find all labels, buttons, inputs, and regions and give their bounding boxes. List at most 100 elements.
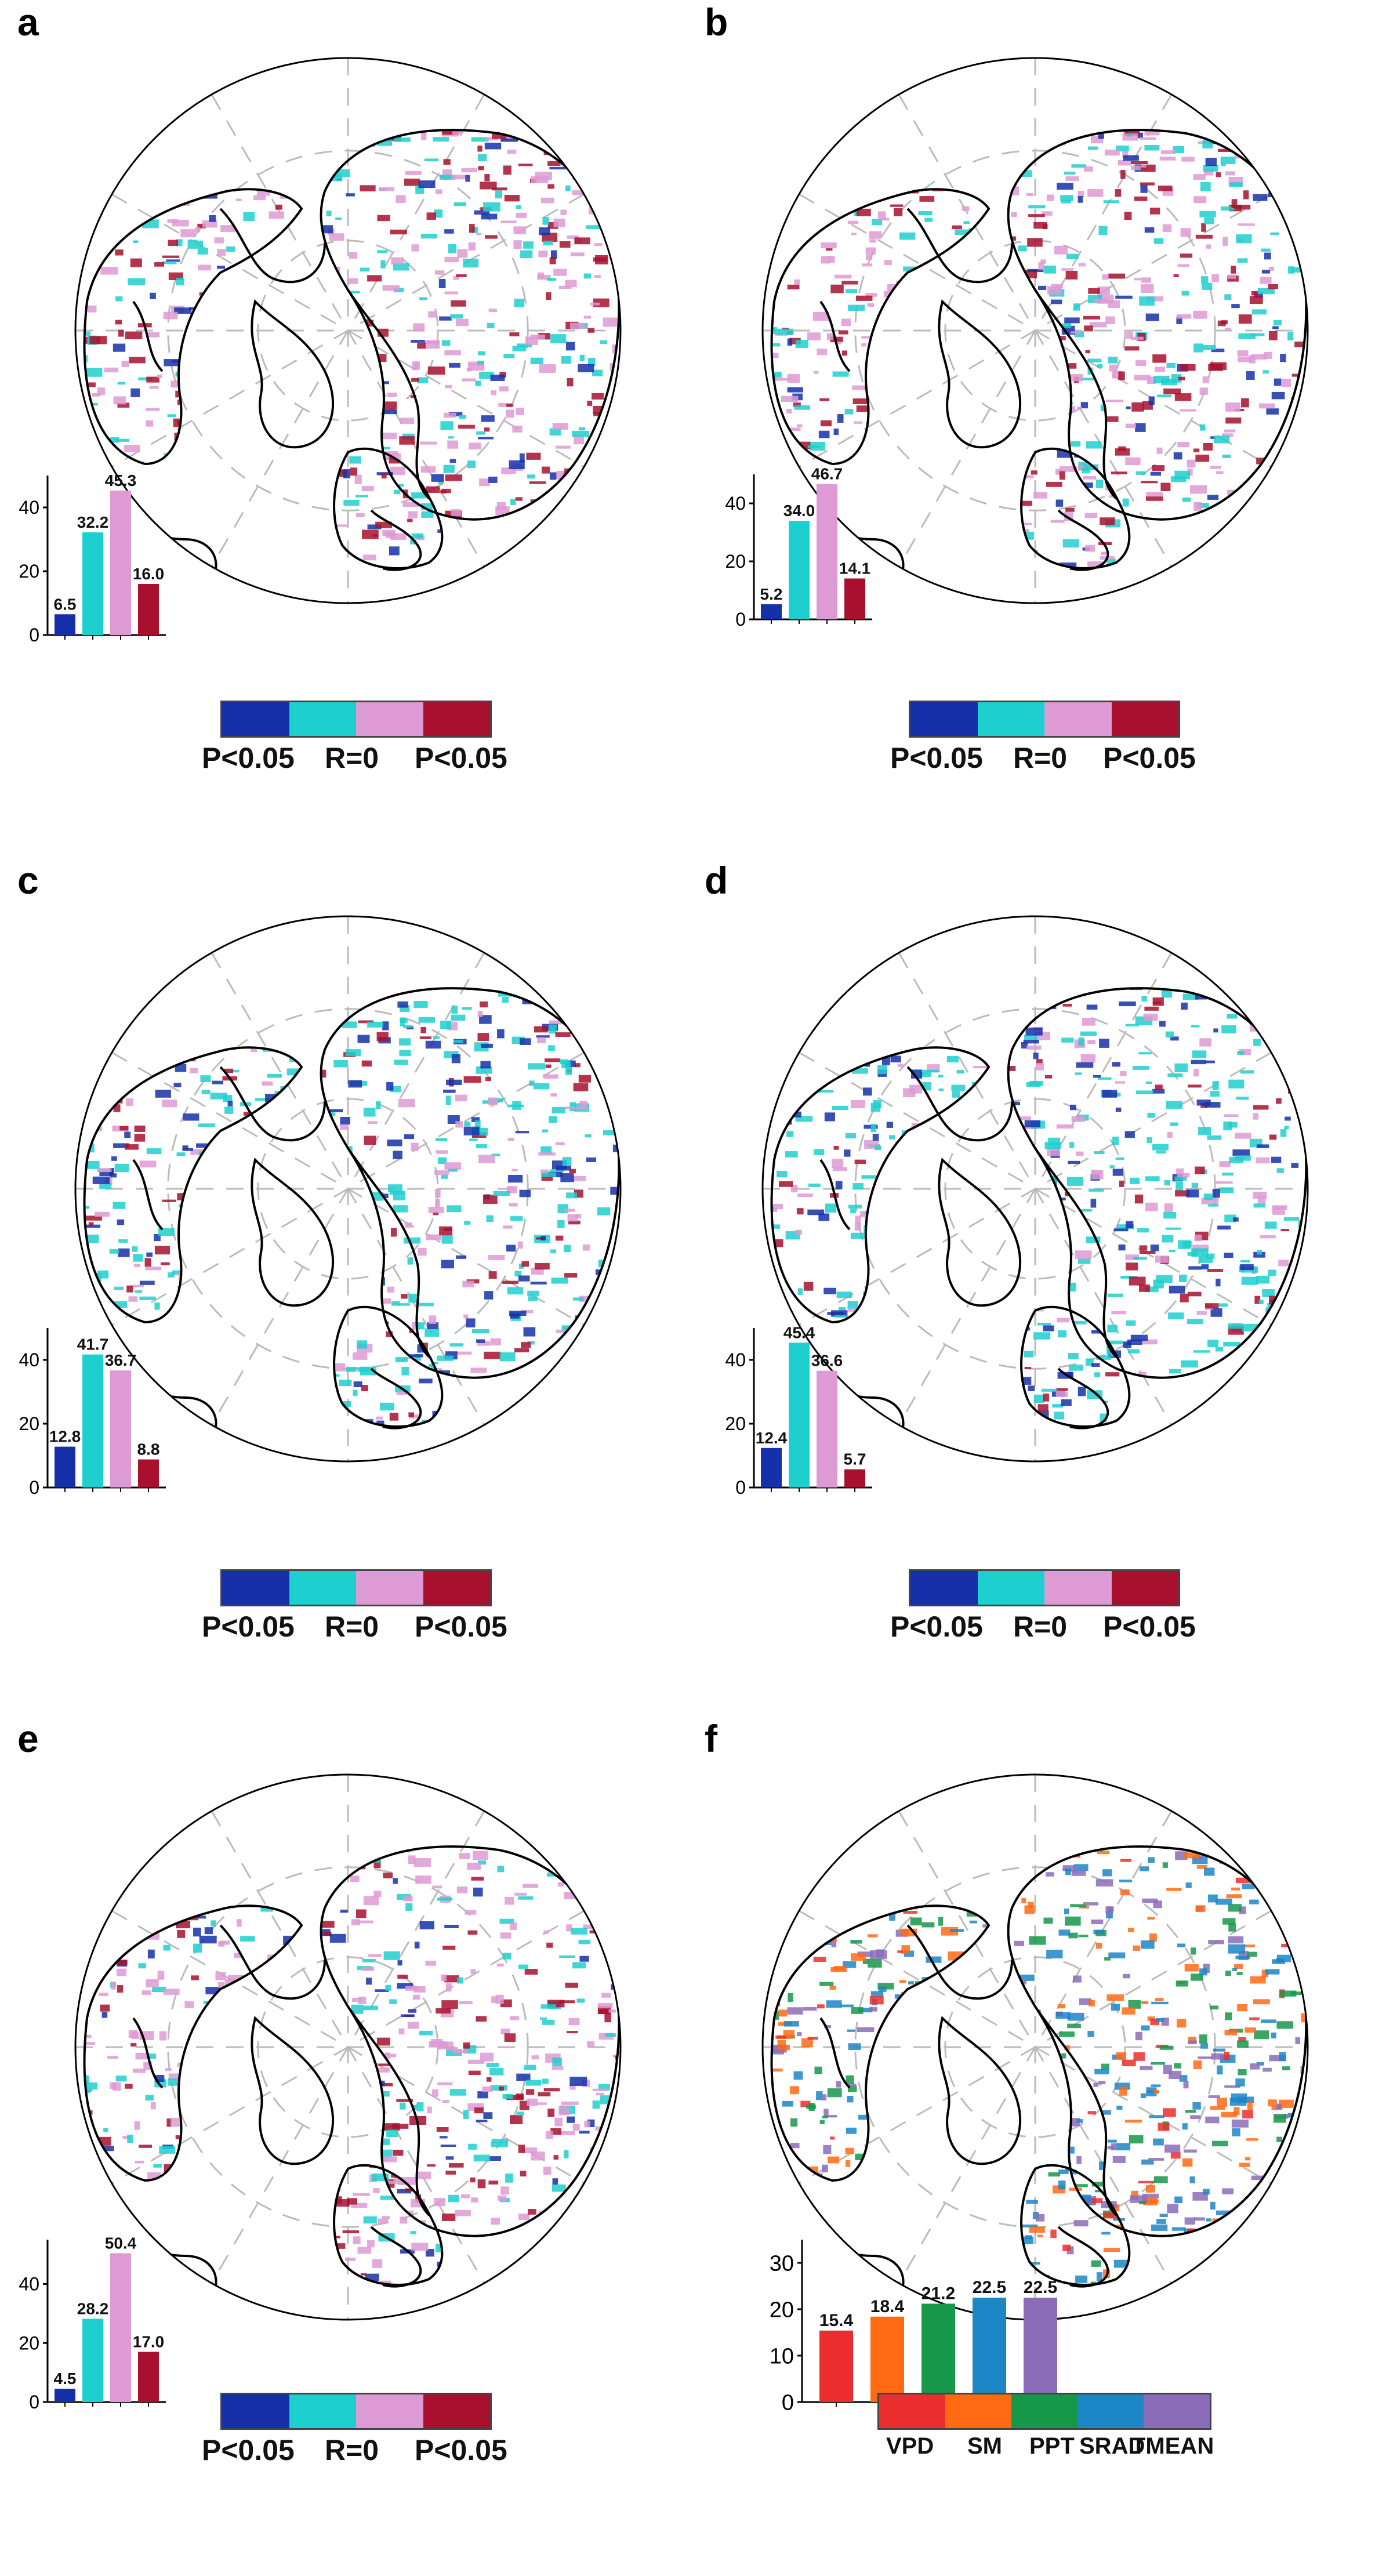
map-pixel xyxy=(411,533,423,539)
map-pixel xyxy=(1213,436,1230,444)
map-pixel xyxy=(1102,274,1109,280)
map-pixel xyxy=(777,328,794,335)
map-pixel xyxy=(410,539,416,545)
map-pixel xyxy=(1040,259,1046,264)
map-pixel xyxy=(1253,194,1268,201)
map-pixel xyxy=(1088,288,1100,294)
map-pixel xyxy=(478,437,494,440)
bar-value-label: 16.0 xyxy=(133,565,165,583)
map-pixel xyxy=(1050,520,1065,523)
map-pixel xyxy=(1193,310,1207,319)
map-pixel xyxy=(553,269,567,276)
map-pixel xyxy=(1115,295,1133,299)
map-pixel xyxy=(1122,498,1129,507)
map-pixel xyxy=(1098,133,1104,139)
map-pixel xyxy=(1106,416,1119,422)
y-tick-label: 20 xyxy=(19,561,39,582)
map-pixel xyxy=(567,235,579,239)
map-pixel xyxy=(1163,388,1181,394)
map-pixel xyxy=(500,220,517,223)
map-pixel xyxy=(1104,149,1120,156)
map-pixel xyxy=(1203,165,1218,172)
map-pixel xyxy=(515,497,523,501)
map-pixel xyxy=(367,524,382,529)
map-pixel xyxy=(166,259,180,262)
map-pixel xyxy=(1221,163,1226,166)
map-pixel xyxy=(1225,417,1242,424)
map-pixel xyxy=(572,190,586,195)
map-pixel xyxy=(537,272,545,278)
map-pixel xyxy=(1033,222,1047,229)
map-border xyxy=(74,57,622,604)
map-pixel xyxy=(173,418,180,427)
map-pixel xyxy=(552,423,568,430)
map-pixel xyxy=(1222,237,1228,246)
map-pixel xyxy=(1176,314,1192,319)
map-pixel xyxy=(899,232,916,240)
map-pixel xyxy=(1216,471,1224,474)
map-pixel xyxy=(382,285,400,291)
map-pixel xyxy=(1206,244,1211,249)
map-pixel xyxy=(794,279,800,285)
map-pixel xyxy=(1064,171,1076,175)
map-pixel xyxy=(1084,325,1093,332)
map-pixel xyxy=(442,130,458,135)
map-pixel xyxy=(1064,317,1080,324)
map-pixel xyxy=(355,495,369,498)
map-pixel xyxy=(1140,184,1148,193)
map-pixel xyxy=(431,474,444,482)
map-pixel xyxy=(1208,364,1223,371)
map-pixel xyxy=(1076,407,1082,411)
map-pixel xyxy=(346,193,355,197)
map-pixel xyxy=(773,371,782,378)
map-pixel xyxy=(382,401,397,410)
map-pixel xyxy=(1220,157,1236,164)
map-pixel xyxy=(1085,350,1091,354)
map-pixel xyxy=(198,264,211,271)
map-pixel xyxy=(444,412,456,418)
map-pixel xyxy=(543,240,553,246)
map-pixel xyxy=(1225,171,1235,176)
map-pixel xyxy=(474,210,490,215)
map-pixel xyxy=(963,221,970,224)
map-pixel xyxy=(1199,387,1208,395)
map-pixel xyxy=(393,263,409,271)
meridian-line xyxy=(111,193,585,468)
map-pixel xyxy=(1097,286,1110,295)
map-pixel xyxy=(180,229,195,238)
map-pixel xyxy=(377,215,390,222)
map-pixel xyxy=(1153,238,1164,244)
map-pixel xyxy=(349,278,358,284)
map-pixel xyxy=(438,481,443,485)
map-pixel xyxy=(1134,278,1142,281)
map-pixel xyxy=(795,340,808,349)
map-pixel xyxy=(1291,373,1301,377)
map-pixel xyxy=(399,436,415,445)
map-pixel xyxy=(197,248,208,255)
map-pixel xyxy=(379,187,394,191)
map-pixel xyxy=(1182,497,1191,502)
map-pixel xyxy=(487,322,495,329)
map-pixel xyxy=(565,342,575,351)
map-pixel xyxy=(452,130,462,135)
map-b xyxy=(761,57,1309,604)
map-pixel xyxy=(1225,402,1240,412)
map-pixel xyxy=(360,185,376,192)
map-pixel xyxy=(1257,288,1275,295)
map-pixel xyxy=(578,427,586,431)
map-pixel xyxy=(872,219,883,226)
map-pixel xyxy=(471,137,489,142)
map-pixel xyxy=(1210,436,1216,439)
map-pixel xyxy=(479,478,490,487)
map-pixel xyxy=(1224,429,1236,433)
map-pixel xyxy=(539,227,550,235)
map-pixel xyxy=(1140,137,1156,140)
map-pixel xyxy=(1166,362,1176,368)
map-pixel xyxy=(837,414,844,423)
map-pixel xyxy=(549,257,556,264)
map-pixel xyxy=(420,441,437,445)
map-pixel xyxy=(509,460,525,470)
map-pixel xyxy=(89,336,107,344)
map-pixel xyxy=(167,414,176,418)
map-pixel xyxy=(413,323,425,332)
